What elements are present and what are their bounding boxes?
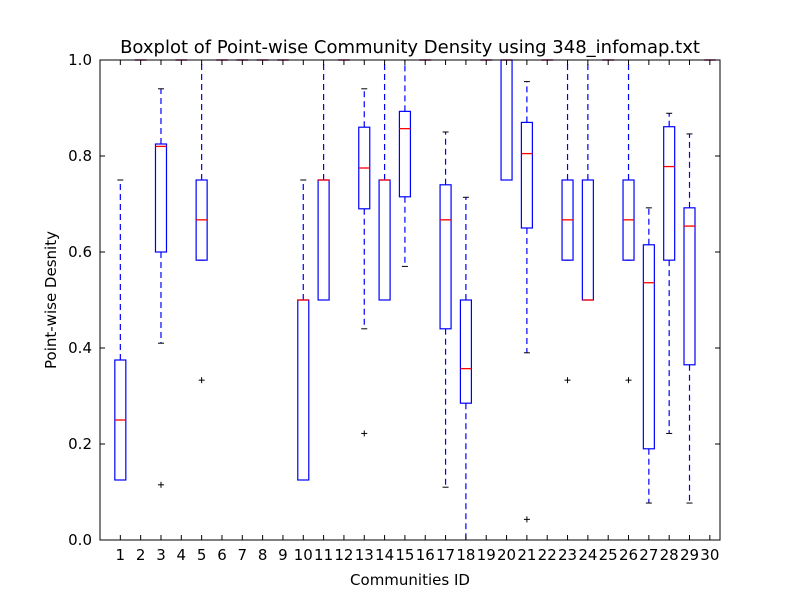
x-tick-label: 8 bbox=[258, 546, 268, 564]
outlier-marker bbox=[361, 430, 368, 437]
y-axis-label: Point-wise Desnity bbox=[42, 231, 60, 369]
x-tick-label: 21 bbox=[517, 546, 536, 564]
box-27 bbox=[642, 207, 655, 504]
x-tick-label: 30 bbox=[700, 546, 719, 564]
x-tick-label: 22 bbox=[538, 546, 557, 564]
iqr-box bbox=[439, 184, 452, 330]
x-tick-label: 28 bbox=[660, 546, 679, 564]
box-29 bbox=[683, 133, 696, 504]
outlier-marker bbox=[625, 377, 632, 384]
x-tick-label: 27 bbox=[639, 546, 658, 564]
box-1 bbox=[114, 179, 127, 481]
iqr-box bbox=[663, 126, 676, 261]
iqr-box bbox=[520, 121, 533, 229]
x-tick-label: 17 bbox=[436, 546, 455, 564]
iqr-box bbox=[459, 299, 473, 404]
box-13 bbox=[358, 88, 371, 437]
x-tick-label: 9 bbox=[278, 546, 288, 564]
outlier-marker bbox=[564, 377, 571, 384]
x-tick-label: 4 bbox=[177, 546, 187, 564]
x-tick-label: 12 bbox=[334, 546, 353, 564]
x-tick-label: 1 bbox=[116, 546, 126, 564]
x-tick-label: 11 bbox=[314, 546, 333, 564]
box-28 bbox=[663, 112, 676, 434]
x-tick-label: 24 bbox=[578, 546, 597, 564]
x-tick-label: 2 bbox=[136, 546, 146, 564]
iqr-box bbox=[683, 207, 696, 366]
x-tick-label: 3 bbox=[156, 546, 166, 564]
y-tick-label: 0.6 bbox=[68, 243, 92, 261]
y-tick-label: 0.4 bbox=[68, 339, 92, 357]
x-tick-label: 20 bbox=[497, 546, 516, 564]
chart-title: Boxplot of Point-wise Community Density … bbox=[120, 37, 700, 58]
x-tick-label: 18 bbox=[456, 546, 475, 564]
y-tick-label: 0.0 bbox=[68, 531, 92, 549]
outlier-marker bbox=[157, 481, 164, 488]
x-tick-label: 19 bbox=[477, 546, 496, 564]
x-tick-label: 15 bbox=[395, 546, 414, 564]
x-axis-label: Communities ID bbox=[350, 571, 470, 589]
outlier-marker bbox=[198, 377, 205, 384]
plot-frame bbox=[99, 59, 721, 541]
iqr-box bbox=[642, 244, 655, 450]
y-tick-label: 1.0 bbox=[68, 51, 92, 69]
x-tick-label: 13 bbox=[355, 546, 374, 564]
x-tick-label: 25 bbox=[599, 546, 618, 564]
outlier-marker bbox=[523, 516, 530, 523]
box-21 bbox=[520, 81, 533, 523]
iqr-box bbox=[398, 110, 412, 198]
box-14 bbox=[378, 59, 391, 301]
y-tick-label: 0.8 bbox=[68, 147, 92, 165]
y-tick-label: 0.2 bbox=[68, 435, 92, 453]
x-tick-label: 10 bbox=[294, 546, 313, 564]
x-tick-label: 23 bbox=[558, 546, 577, 564]
x-tick-label: 16 bbox=[416, 546, 435, 564]
x-tick-label: 26 bbox=[619, 546, 638, 564]
x-tick-label: 6 bbox=[217, 546, 227, 564]
box-17 bbox=[439, 131, 452, 488]
box-24 bbox=[581, 59, 594, 301]
x-tick-label: 29 bbox=[680, 546, 699, 564]
iqr-box bbox=[154, 143, 168, 253]
x-tick-label: 5 bbox=[197, 546, 207, 564]
box-15 bbox=[398, 59, 412, 267]
box-23 bbox=[561, 59, 574, 384]
box-10 bbox=[297, 179, 310, 481]
axes: 0.00.20.40.60.81.01 2 3 4 5 6 7 8 9 10 11 12 13 14 15 1… bbox=[68, 51, 720, 564]
box-3 bbox=[154, 88, 168, 488]
x-tick-label: 14 bbox=[375, 546, 394, 564]
x-tick-label: 7 bbox=[238, 546, 248, 564]
